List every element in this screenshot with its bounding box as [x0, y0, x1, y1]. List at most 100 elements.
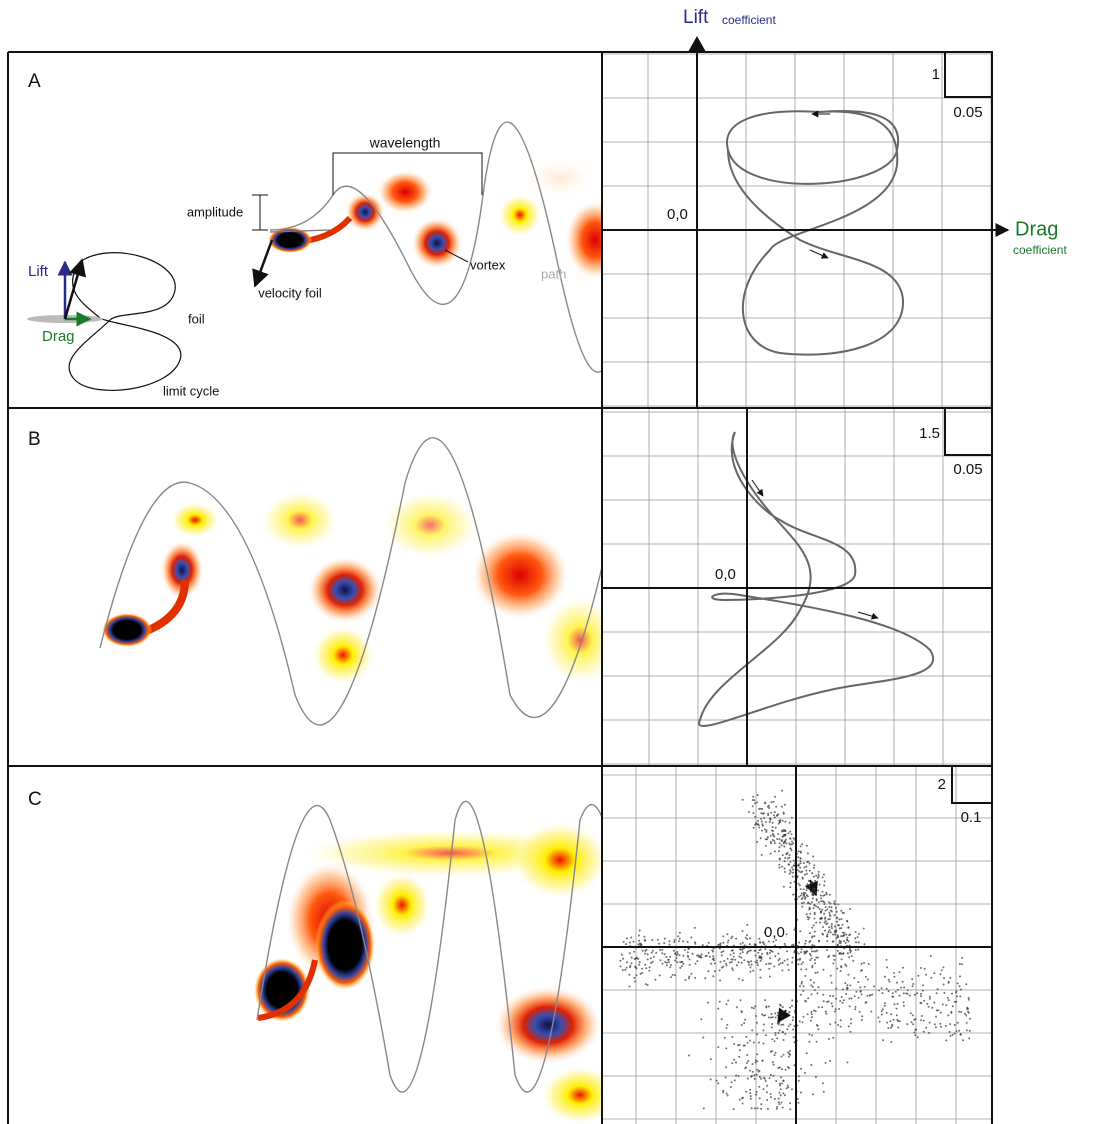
scatter-dot: [766, 1091, 768, 1094]
scatter-dot: [811, 985, 814, 988]
scatter-dot: [678, 931, 681, 934]
scatter-dot: [846, 1061, 849, 1064]
scatter-dot: [751, 1029, 754, 1032]
scatter-dot: [780, 1023, 783, 1026]
scatter-dot: [761, 1059, 764, 1062]
scatter-dot: [814, 1010, 817, 1013]
scatter-dot: [619, 965, 622, 968]
scatter-dot: [708, 955, 711, 958]
scatter-dot: [733, 1042, 736, 1045]
scatter-dot: [850, 1018, 853, 1021]
scatter-dot: [756, 1033, 759, 1036]
scatter-dot: [944, 1024, 947, 1027]
scatter-dot: [934, 1026, 937, 1029]
origin-label: 0,0: [667, 206, 688, 223]
scatter-dot: [911, 978, 914, 981]
scatter-dot: [873, 985, 876, 988]
scatter-dot: [628, 952, 631, 955]
scatter-dot: [813, 989, 816, 991]
scatter-dot: [837, 924, 840, 927]
scatter-dot: [745, 934, 748, 937]
scatter-dot: [679, 961, 682, 964]
scatter-dot: [893, 972, 896, 974]
scatter-dot: [810, 957, 813, 960]
scatter-dot: [818, 908, 821, 911]
scatter-dot: [658, 942, 661, 945]
scatter-dot: [940, 969, 943, 972]
scatter-dot: [822, 993, 825, 996]
scatter-dot: [774, 1034, 777, 1036]
scatter-dot: [834, 1010, 836, 1013]
amplitude-label: amplitude: [187, 204, 243, 219]
scatter-dot: [815, 1024, 818, 1027]
scatter-dot: [849, 951, 852, 954]
scatter-dot: [808, 941, 811, 944]
scatter-dot: [959, 1033, 962, 1036]
scatter-dot: [782, 811, 785, 814]
scatter-dot: [796, 1097, 799, 1100]
scatter-dot: [917, 974, 920, 977]
scatter-dot: [786, 963, 789, 966]
scatter-dot: [823, 894, 826, 897]
scatter-dot: [816, 971, 819, 974]
scatter-dot: [792, 842, 795, 845]
scatter-dot: [771, 1016, 774, 1019]
scatter-dot: [883, 1004, 886, 1007]
frames: [7, 51, 993, 1124]
scatter-dot: [847, 1025, 850, 1028]
scatter-dot: [680, 965, 683, 968]
scatter-dot: [797, 895, 800, 898]
scatter-dot: [921, 989, 924, 992]
scatter-dot: [790, 816, 793, 819]
scatter-dot: [773, 816, 776, 819]
scatter-dot: [814, 881, 817, 884]
scatter-dot: [760, 1103, 763, 1106]
scatter-dot: [639, 972, 642, 975]
scatter-dot: [774, 1051, 777, 1054]
scatter-dot: [833, 958, 836, 961]
scatter-dot: [967, 998, 970, 1001]
scatter-dot: [769, 1093, 772, 1095]
scatter-dot: [783, 860, 786, 863]
scatter-dot: [777, 1101, 780, 1104]
scatter-dot: [723, 1036, 726, 1039]
scatter-dot: [815, 956, 818, 959]
scatter-dot: [682, 940, 685, 943]
scatter-dot: [749, 1069, 751, 1072]
scatter-dot: [785, 853, 788, 856]
scatter-dot: [811, 966, 814, 969]
scatter-dot: [792, 893, 795, 896]
scatter-dot: [961, 1039, 964, 1042]
scatter-dot: [790, 944, 793, 947]
scatter-dot: [719, 960, 722, 963]
scatter-dot: [777, 813, 780, 816]
scatter-dot: [788, 821, 791, 824]
scatter-dot: [806, 883, 809, 885]
scatter-dot: [847, 926, 850, 929]
scatter-dot: [814, 1076, 817, 1079]
scatter-dot: [731, 967, 734, 970]
scatter-dot: [651, 960, 654, 963]
scatter-dot: [796, 869, 799, 872]
scatter-dot: [763, 931, 766, 934]
scatter-dot: [822, 894, 825, 897]
scatter-dot: [735, 964, 738, 967]
scatter-dot: [846, 952, 849, 955]
scatter-dot: [804, 873, 806, 876]
scatter-dot: [922, 1019, 925, 1022]
scatter-dot: [823, 880, 826, 883]
scatter-dot: [756, 840, 759, 843]
scatter-dot: [673, 974, 676, 977]
scatter-dot: [800, 948, 803, 951]
scatter-dot: [659, 959, 662, 962]
scatter-dot: [840, 940, 842, 943]
scatter-dot: [846, 986, 848, 989]
scatter-dot: [726, 1094, 729, 1097]
scatter-dot: [641, 967, 643, 970]
scatter-dot: [712, 975, 715, 978]
scatter-dot: [926, 1002, 929, 1005]
scatter-dot: [767, 1016, 770, 1019]
scatter-dot: [889, 1026, 892, 1029]
scatter-dot: [880, 987, 883, 990]
scatter-dot: [748, 1039, 751, 1042]
